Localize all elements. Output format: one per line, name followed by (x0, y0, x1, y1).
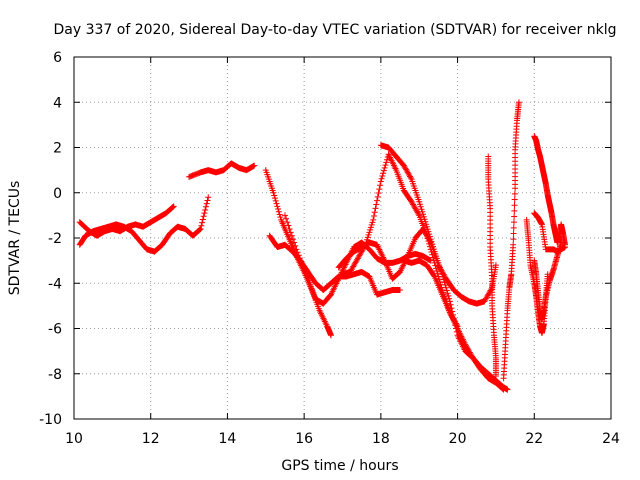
series-arc-14 (531, 133, 568, 248)
series-arc-10 (400, 257, 507, 393)
chart-title: Day 337 of 2020, Sidereal Day-to-day VTE… (54, 22, 617, 38)
data-point-markers (500, 99, 522, 382)
y-tick-label: -8 (48, 367, 62, 383)
y-tick-label: 6 (53, 50, 62, 66)
x-tick-label: 14 (219, 431, 237, 447)
data-point-markers (76, 203, 177, 239)
series-arc-16 (531, 239, 565, 323)
series-arc-9 (377, 142, 511, 393)
x-tick-label: 12 (142, 431, 160, 447)
x-tick-label: 16 (295, 431, 313, 447)
data-point-markers (531, 239, 565, 323)
grid (74, 57, 611, 419)
y-tick-label: 2 (53, 141, 62, 157)
series-arc-11 (485, 153, 499, 380)
data-point-markers (339, 151, 461, 330)
y-axis-label: SDTVAR / TECUs (7, 181, 23, 296)
axis-ticks (73, 56, 612, 420)
x-axis-label: GPS time / hours (281, 458, 398, 474)
series-arc-12 (500, 99, 522, 382)
series-arc-2 (76, 203, 177, 239)
y-tick-label: -6 (48, 322, 62, 338)
data-point-markers (531, 133, 568, 248)
data-points (76, 99, 568, 393)
data-point-markers (377, 142, 511, 393)
series-arc-3 (186, 160, 258, 180)
x-tick-label: 20 (449, 431, 467, 447)
series-arc-8 (339, 151, 461, 330)
data-point-markers (186, 160, 258, 180)
y-tick-label: 0 (53, 186, 62, 202)
y-tick-label: -10 (39, 412, 62, 428)
x-tick-label: 10 (65, 431, 83, 447)
data-point-markers (400, 257, 507, 393)
data-point-markers (485, 153, 499, 380)
y-tick-label: -4 (48, 276, 62, 292)
y-tick-label: 4 (53, 95, 62, 111)
x-tick-label: 18 (372, 431, 390, 447)
y-tick-label: -2 (48, 231, 62, 247)
x-tick-label: 22 (525, 431, 543, 447)
x-tick-label: 24 (602, 431, 620, 447)
